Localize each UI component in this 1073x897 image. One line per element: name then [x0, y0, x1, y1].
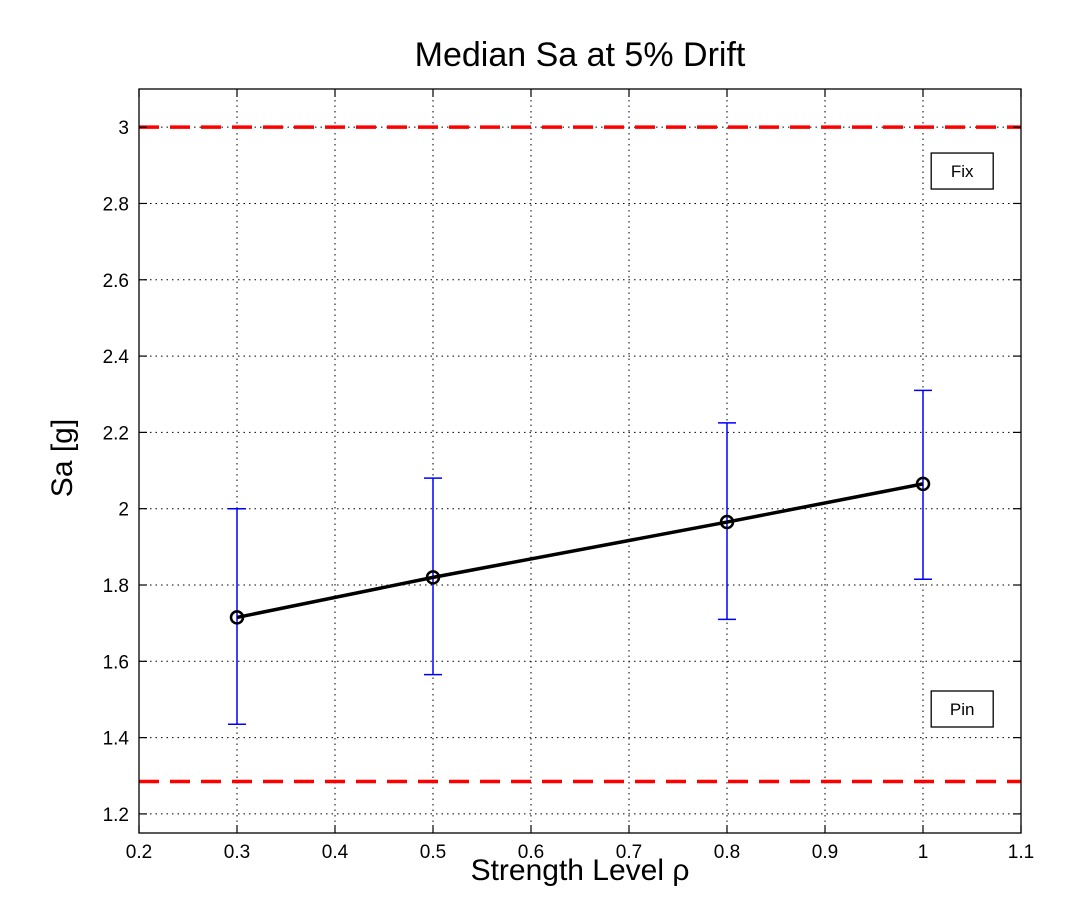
annotation-fix: Fix: [930, 152, 994, 190]
x-tick-label: 0.5: [420, 842, 446, 863]
annotation-label: Pin: [950, 700, 975, 719]
x-tick-label: 1: [918, 842, 929, 863]
x-tick-label: 0.7: [616, 842, 642, 863]
y-tick-label: 2.6: [103, 271, 129, 292]
y-tick-label: 3: [118, 118, 129, 139]
series-line: [236, 482, 924, 620]
x-tick-label: 0.9: [812, 842, 838, 863]
y-tick-label: 2.8: [103, 194, 129, 215]
x-tick-label: 0.2: [126, 842, 152, 863]
x-axis-label: Strength Level ρ: [471, 854, 690, 887]
data-point: [915, 476, 931, 492]
annotation-pin: Pin: [930, 690, 994, 728]
reference-lines: [139, 125, 1021, 784]
x-tick-label: 0.3: [224, 842, 250, 863]
y-tick-label: 2.2: [103, 423, 129, 444]
data-point: [229, 610, 245, 625]
x-tick-label: 0.6: [518, 842, 544, 863]
annotations: Fix Pin: [930, 152, 994, 728]
error-bars: [228, 389, 932, 726]
y-tick-label: 1.2: [103, 805, 129, 826]
axis-ticks: 0.2 0.3 0.4 0.5 0.6 0.7 0.8 0.9 1 1.1 1.2 1.4 1.6 1.8…: [103, 89, 1034, 863]
x-tick-label: 0.8: [714, 842, 740, 863]
y-tick-label: 1.8: [103, 576, 129, 597]
y-tick-label: 1.4: [103, 729, 130, 750]
data-series: [229, 476, 931, 625]
data-point: [719, 514, 735, 530]
chart-title: Median Sa at 5% Drift: [415, 36, 746, 74]
y-tick-label: 2: [118, 500, 129, 521]
annotation-box: [930, 690, 994, 728]
data-point: [425, 570, 441, 585]
grid: [138, 89, 1022, 833]
y-tick-label: 2.4: [103, 347, 130, 368]
annotation-label: Fix: [951, 162, 974, 181]
axes-box: [138, 88, 1022, 834]
x-tick-label: 1.1: [1008, 842, 1034, 863]
y-tick-label: 1.6: [103, 652, 129, 673]
x-tick-label: 0.4: [322, 842, 349, 863]
y-axis-label: Sa [g]: [46, 419, 79, 497]
annotation-box: [930, 152, 994, 190]
